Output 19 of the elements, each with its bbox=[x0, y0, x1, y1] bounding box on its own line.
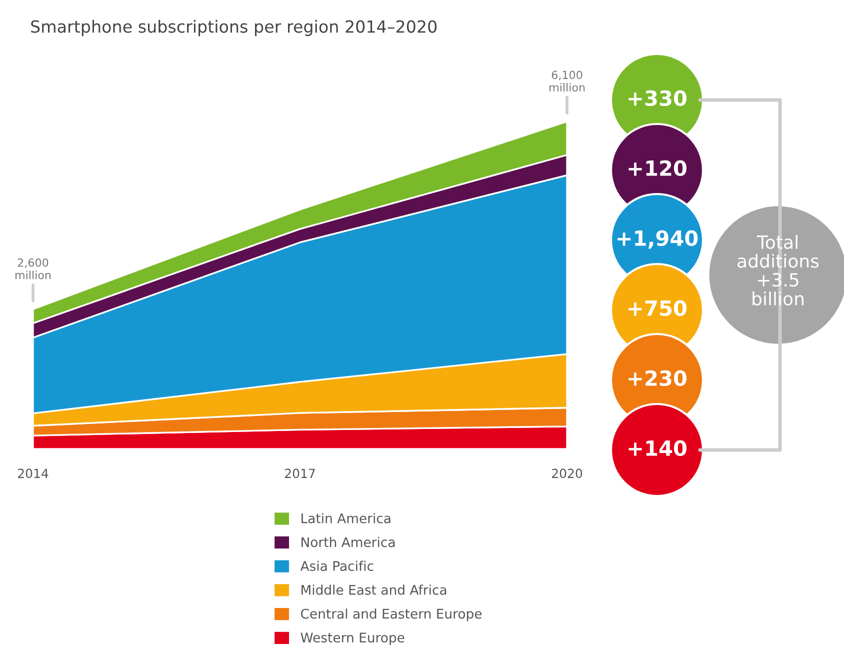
x-tick-label: 2014 bbox=[18, 468, 48, 478]
text: +750 bbox=[628, 300, 686, 316]
text: +140 bbox=[628, 440, 686, 456]
text: +120 bbox=[628, 160, 686, 176]
text: +230 bbox=[628, 370, 686, 386]
x-tick-label: 2020 bbox=[552, 468, 582, 478]
legend-label: Central and Eastern Europe bbox=[301, 608, 482, 622]
legend-label: Latin America bbox=[302, 513, 390, 524]
text: Total additions +3.5 billion bbox=[738, 234, 819, 306]
annotation: 6,100 million bbox=[550, 70, 585, 92]
annotation: 2,600 million bbox=[16, 258, 51, 280]
text: +330 bbox=[628, 90, 686, 106]
text: +1,940 bbox=[618, 230, 698, 249]
chart-title: Smartphone subscriptions per region 2014–2020 bbox=[31, 20, 437, 36]
legend-label: Asia Pacific bbox=[300, 560, 374, 571]
legend-label: Western Europe bbox=[300, 632, 404, 646]
x-tick-label: 2017 bbox=[285, 468, 315, 478]
legend-label: North America bbox=[302, 536, 395, 548]
legend-label: Middle East and Africa bbox=[302, 584, 446, 595]
